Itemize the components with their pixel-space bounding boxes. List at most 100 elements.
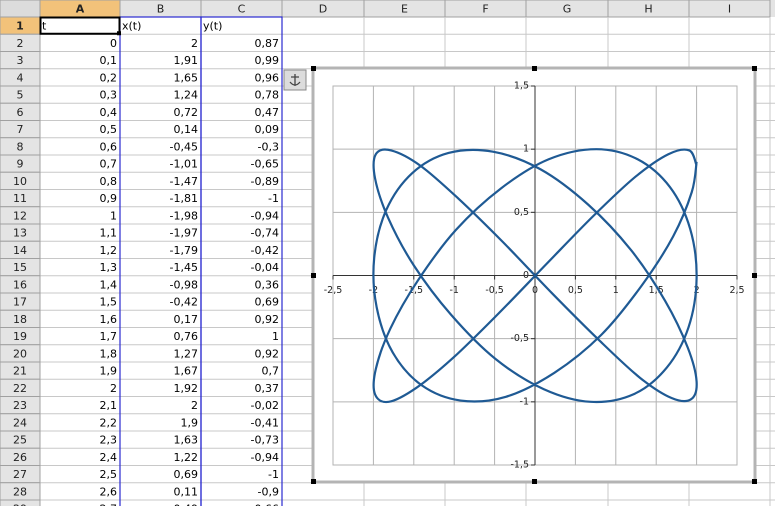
cell-text[interactable]: 0,99 (255, 54, 280, 67)
cell-text[interactable]: 0,4 (100, 106, 118, 119)
cell-text[interactable]: -1,45 (170, 261, 198, 274)
cell-text[interactable]: 2 (110, 382, 117, 395)
cell-text[interactable]: 2,4 (100, 451, 118, 464)
cell-text[interactable]: 1,4 (100, 278, 118, 291)
column-header[interactable] (688, 0, 771, 18)
cell-text[interactable]: 1,22 (174, 451, 199, 464)
cell-text[interactable]: -0,94 (251, 451, 279, 464)
cell-text[interactable]: 2,7 (100, 503, 118, 506)
cell-text[interactable]: 1,24 (174, 89, 199, 102)
anchor-icon[interactable] (283, 69, 307, 91)
cell-text[interactable]: -0,41 (251, 416, 279, 429)
cell-text[interactable]: 1,8 (100, 347, 118, 360)
cell-text[interactable]: 2,3 (100, 434, 118, 447)
cell-text[interactable]: -1 (268, 192, 279, 205)
cell-text[interactable]: y(t) (203, 20, 222, 33)
cell-text[interactable]: -1,97 (170, 227, 198, 240)
cell-text[interactable]: -0,66 (251, 503, 279, 506)
cell-text[interactable]: 0,92 (255, 313, 280, 326)
cell-text[interactable]: 2,5 (100, 468, 118, 481)
cell-text[interactable]: 0,9 (100, 192, 118, 205)
cell-text[interactable]: -1 (268, 468, 279, 481)
cell-text[interactable]: 0,3 (100, 89, 118, 102)
cell-text[interactable]: -0,65 (251, 158, 279, 171)
cell-text[interactable]: -0,74 (251, 227, 279, 240)
cell-text[interactable]: 1,9 (100, 365, 118, 378)
cell-text[interactable]: 0 (110, 37, 117, 50)
cell-text[interactable]: -1,79 (170, 244, 198, 257)
cell-text[interactable]: 1,1 (100, 227, 118, 240)
cell-text[interactable]: 1,2 (100, 244, 118, 257)
handle[interactable] (752, 273, 757, 278)
cell-text[interactable]: -1,01 (170, 158, 198, 171)
handle[interactable] (311, 66, 316, 71)
cell-text[interactable]: -0,3 (258, 140, 279, 153)
cell-text[interactable]: -0,02 (251, 399, 279, 412)
cell-text[interactable]: 0,78 (255, 89, 280, 102)
selection-handles[interactable] (311, 66, 757, 484)
cell-text[interactable]: 1,91 (174, 54, 199, 67)
cell-text[interactable]: 1,63 (174, 434, 199, 447)
cell-text[interactable]: 0,96 (255, 71, 280, 84)
cell-text[interactable]: 2,1 (100, 399, 118, 412)
cell-text[interactable]: -1,98 (170, 209, 198, 222)
cell-text[interactable]: -0,73 (251, 434, 279, 447)
cell-text[interactable]: 1,5 (100, 296, 118, 309)
handle[interactable] (532, 479, 537, 484)
cell-text[interactable]: 0,87 (255, 37, 280, 50)
cell-text[interactable]: 0,1 (100, 54, 118, 67)
handle[interactable] (532, 66, 537, 71)
cell-text[interactable]: 0,2 (100, 71, 118, 84)
cell-text[interactable]: 0,36 (255, 278, 280, 291)
cell-text[interactable]: -1,81 (170, 192, 198, 205)
cell-text[interactable]: -1,47 (170, 175, 198, 188)
cell-text[interactable]: 1 (272, 330, 279, 343)
handle[interactable] (752, 66, 757, 71)
cell-text[interactable]: 1,67 (174, 365, 199, 378)
cell-text[interactable]: t (42, 20, 47, 33)
chart-object[interactable]: -2,5-2-1,5-1-0,500,511,522,5-1,5-1-0,500… (283, 66, 757, 484)
cell-text[interactable]: -0,45 (170, 140, 198, 153)
cell-text[interactable]: 2,2 (100, 416, 118, 429)
cell-text[interactable]: 0,11 (174, 485, 199, 498)
cell-text[interactable]: 1,65 (174, 71, 199, 84)
cell-text[interactable]: -0,04 (251, 261, 279, 274)
cell-text[interactable]: 0,72 (174, 106, 199, 119)
cell-text[interactable]: 0,5 (100, 123, 118, 136)
cell-text[interactable]: 0,92 (255, 347, 280, 360)
cell-text[interactable]: 2,6 (100, 485, 118, 498)
cell-text[interactable]: 0,8 (100, 175, 118, 188)
cell-text[interactable]: 0,47 (255, 106, 280, 119)
handle[interactable] (311, 273, 316, 278)
cell-text[interactable]: 1,27 (174, 347, 199, 360)
cell-text[interactable]: 1,92 (174, 382, 199, 395)
cell-text[interactable]: -0,9 (258, 485, 279, 498)
cell-text[interactable]: 0,09 (255, 123, 280, 136)
cell-text[interactable]: 1,3 (100, 261, 118, 274)
cell-text[interactable]: 1,7 (100, 330, 118, 343)
row-header[interactable] (0, 499, 41, 506)
cell-text[interactable]: 2 (191, 399, 198, 412)
cell-text[interactable]: 1,9 (181, 416, 199, 429)
cell-text[interactable]: 1 (110, 209, 117, 222)
cell-text[interactable]: -0,49 (170, 503, 198, 506)
cell-text[interactable]: 0,69 (174, 468, 199, 481)
active-cell[interactable] (39, 16, 121, 35)
cell-text[interactable]: 0,7 (100, 158, 118, 171)
cell-text[interactable]: -0,94 (251, 209, 279, 222)
handle[interactable] (311, 479, 316, 484)
cell-text[interactable]: -0,98 (170, 278, 198, 291)
cell-text[interactable]: -0,89 (251, 175, 279, 188)
handle[interactable] (752, 479, 757, 484)
cell-text[interactable]: 0,7 (262, 365, 280, 378)
cell-text[interactable]: 2 (191, 37, 198, 50)
cell-text[interactable]: -0,42 (170, 296, 198, 309)
cell-text[interactable]: 0,76 (174, 330, 199, 343)
cell-text[interactable]: 0,6 (100, 140, 118, 153)
cell-text[interactable]: 0,69 (255, 296, 280, 309)
cell-text[interactable]: 0,17 (174, 313, 199, 326)
cell-text[interactable]: x(t) (122, 20, 141, 33)
cell-text[interactable]: 1,6 (100, 313, 118, 326)
cell-text[interactable]: 0,14 (174, 123, 199, 136)
cell-text[interactable]: 0,37 (255, 382, 280, 395)
